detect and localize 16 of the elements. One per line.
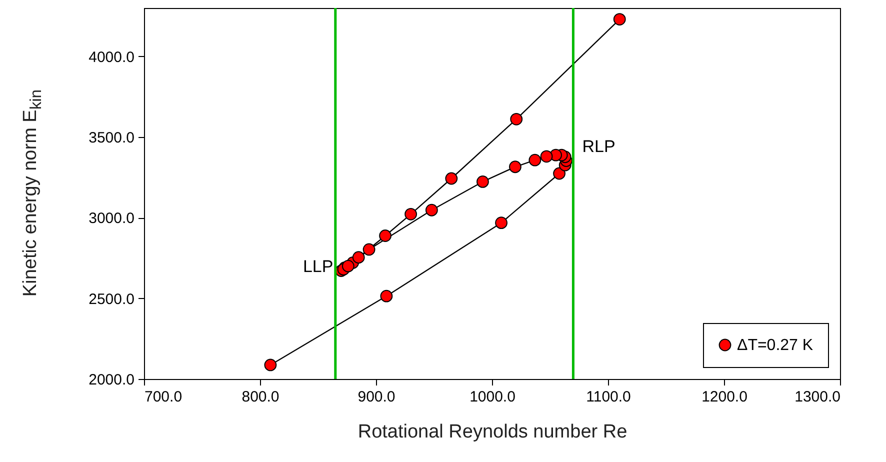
annotation: LLP [302, 256, 334, 276]
x-tick-label: 900.0 [358, 388, 396, 406]
x-tick-label: 1100.0 [586, 388, 631, 406]
annotation: RLP [582, 136, 616, 156]
x-tick-label: 1300.0 [794, 388, 840, 406]
legend-label: ΔT=0.27 K [737, 337, 814, 354]
x-tick-label: 1000.0 [470, 388, 516, 406]
x-tick-label: 1200.0 [702, 388, 748, 406]
y-tick-label: 3500.0 [88, 130, 134, 147]
y-tick-label: 3000.0 [88, 210, 134, 228]
x-tick-label: 700.0 [144, 388, 182, 406]
x-axis-title: Rotational Reynolds number Re [358, 422, 628, 442]
y-tick-label: 2000.0 [88, 372, 134, 388]
y-tick-label: 4000.0 [88, 48, 134, 66]
y-tick-label: 2500.0 [88, 290, 134, 308]
x-tick-label: 800.0 [242, 388, 280, 406]
